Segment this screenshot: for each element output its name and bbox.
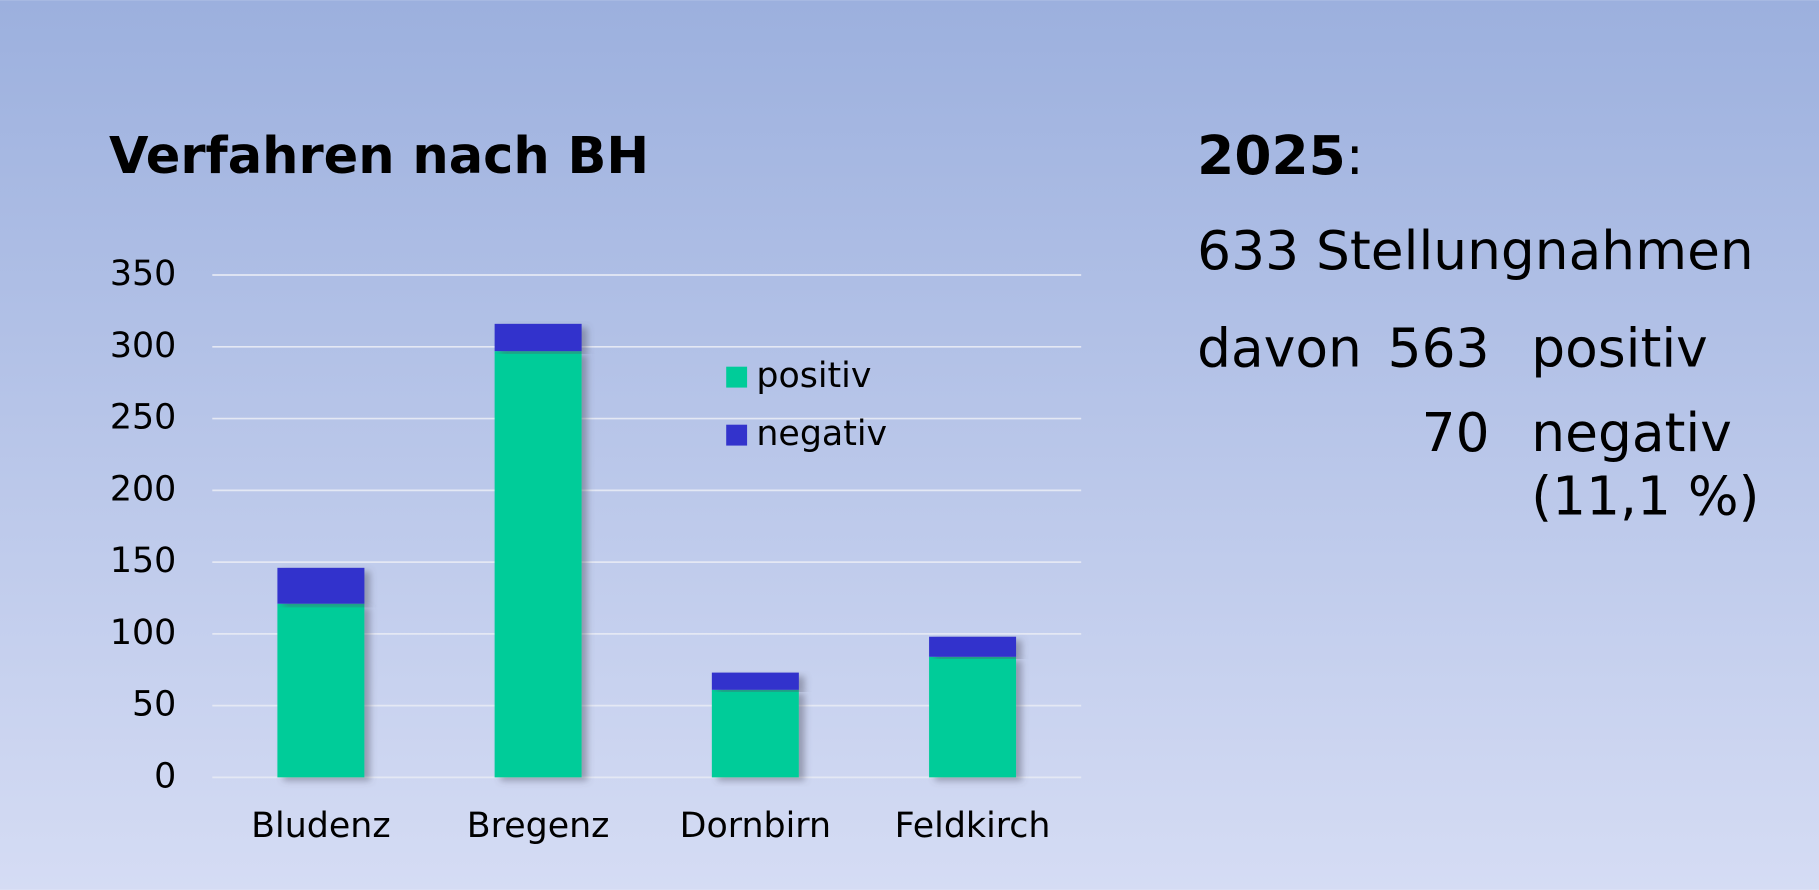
bar-segment: [711, 672, 799, 690]
bar-segment: [277, 567, 365, 604]
negative-share: (11,1 %): [1531, 465, 1759, 528]
summary-year: 2025:: [1197, 124, 1364, 187]
y-tick-label: 100: [110, 613, 176, 653]
bar-segment: [277, 603, 365, 778]
negative-label: negativ: [1531, 401, 1732, 464]
bar-segment: [929, 636, 1017, 657]
negative-count: 70: [1422, 401, 1490, 464]
y-tick-label: 250: [110, 398, 176, 438]
year: 2025: [1197, 124, 1346, 187]
colon: :: [1346, 124, 1364, 187]
bar-segment: [929, 656, 1017, 778]
y-tick-label: 50: [132, 685, 176, 725]
x-tick-label: Bludenz: [251, 806, 390, 846]
x-tick-label: Feldkirch: [895, 806, 1051, 846]
bar-segment: [494, 323, 582, 352]
bar-segment: [711, 689, 799, 778]
y-tick-label: 300: [110, 326, 176, 366]
y-tick-label: 350: [110, 254, 176, 294]
legend-swatch: [726, 424, 748, 446]
summary-davon: davon: [1197, 316, 1362, 379]
x-tick-label: Dornbirn: [680, 806, 831, 846]
y-tick-label: 200: [110, 469, 176, 509]
summary-total: 633 Stellungnahmen: [1197, 219, 1754, 282]
y-tick-label: 150: [110, 541, 176, 581]
positive-label: positiv: [1531, 316, 1707, 379]
y-tick-label: 0: [154, 756, 176, 796]
legend-label: negativ: [756, 414, 887, 454]
positive-count: 563: [1388, 316, 1490, 379]
bar-segment: [494, 351, 582, 778]
legend-swatch: [726, 366, 748, 388]
legend-label: positiv: [756, 356, 871, 396]
x-tick-label: Bregenz: [467, 806, 610, 846]
plot: 0 50 100 150 200 250 300 350 Bludenz Bregenz Dornb…: [110, 254, 1082, 846]
chart-title: Verfahren nach BH: [109, 127, 649, 186]
